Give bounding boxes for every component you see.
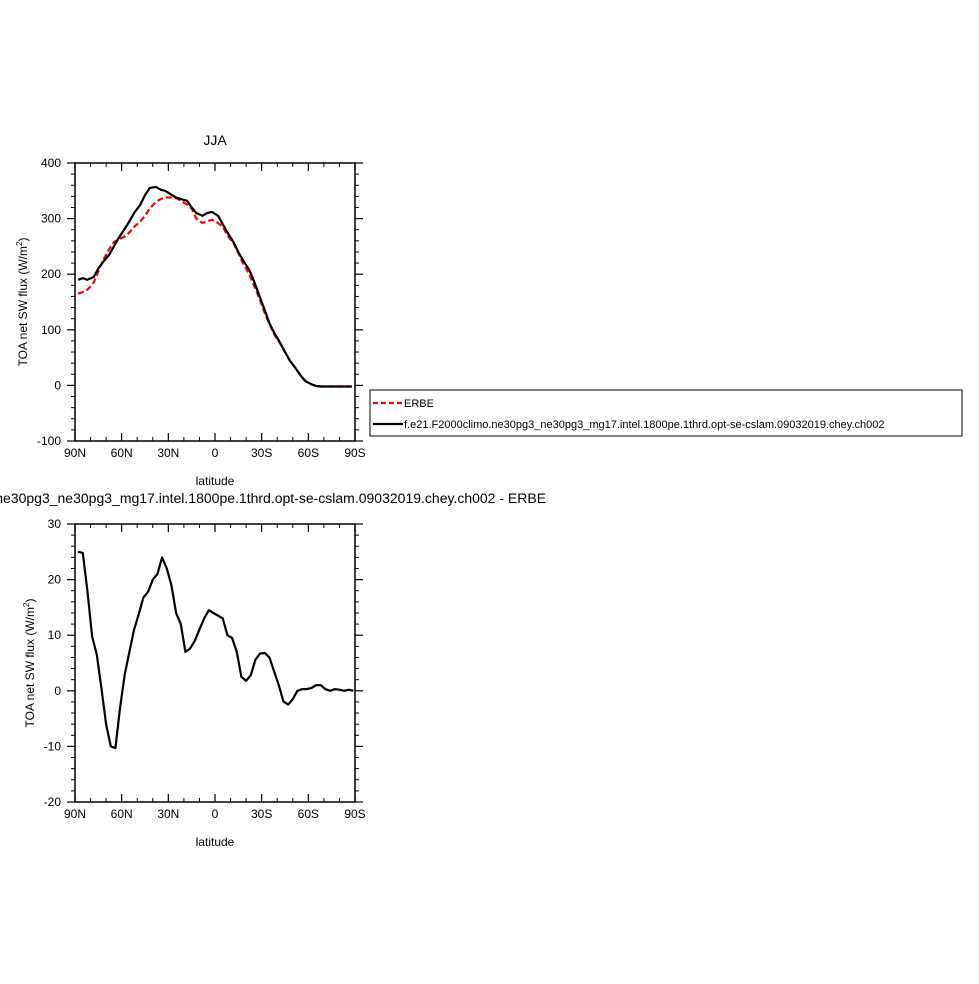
series-line-0 bbox=[77, 550, 354, 750]
x-tick-label: 60S bbox=[298, 807, 319, 821]
x-tick-label: 30N bbox=[157, 446, 179, 460]
y-tick-label: -20 bbox=[44, 795, 62, 809]
x-tick-label: 90S bbox=[344, 807, 365, 821]
panel-2-ticks bbox=[67, 523, 363, 803]
x-tick-label: 90S bbox=[344, 446, 365, 460]
legend: ERBE f.e21.F2000climo.ne30pg3_ne30pg3_mg… bbox=[369, 389, 963, 437]
panel-1-ylabel-sup: 2 bbox=[15, 241, 24, 246]
x-tick-label: 30S bbox=[251, 807, 272, 821]
panel-1-series bbox=[77, 185, 352, 388]
x-tick-label: 30N bbox=[157, 807, 179, 821]
panel-1-ylabel: TOA net SW flux (W/m2) bbox=[15, 238, 30, 367]
panel-2-ylabel-main: TOA net SW flux (W/m bbox=[23, 607, 37, 727]
y-tick-label: 100 bbox=[41, 323, 61, 337]
legend-box bbox=[369, 389, 963, 437]
x-tick-label: 0 bbox=[212, 446, 219, 460]
panel-1: JJA TOA net SW flux (W/m2) latitude 90N 6… bbox=[15, 132, 366, 488]
panel-1-frame bbox=[74, 162, 356, 442]
panel-1-tick-labels: 90N 60N 30N 0 30S 60S 90S -100 0 100 200 300 400 bbox=[37, 156, 366, 460]
panel-2-xlabel: latitude bbox=[196, 835, 235, 849]
panel-1-ticks bbox=[67, 162, 363, 442]
panel-1-ylabel-main: TOA net SW flux (W/m bbox=[16, 246, 30, 366]
panel-2-title: f.e21.F2000climo.ne30pg3_ne30pg3_mg17.in… bbox=[0, 490, 546, 506]
x-tick-label: 90N bbox=[64, 807, 86, 821]
panel-2-tick-labels: 90N 60N 30N 0 30S 60S 90S -20 -10 0 10 20 30 bbox=[44, 517, 366, 821]
svg-text:TOA net SW flux (W/m2): TOA net SW flux (W/m2) bbox=[15, 238, 30, 367]
x-tick-label: 60N bbox=[111, 446, 133, 460]
panel-1-xlabel: latitude bbox=[196, 474, 235, 488]
x-tick-label: 60S bbox=[298, 446, 319, 460]
panel-2-frame bbox=[74, 523, 356, 803]
x-tick-label: 60N bbox=[111, 807, 133, 821]
y-tick-label: 300 bbox=[41, 212, 61, 226]
legend-label-model: f.e21.F2000climo.ne30pg3_ne30pg3_mg17.in… bbox=[404, 419, 884, 431]
y-tick-label: 20 bbox=[48, 573, 62, 587]
y-tick-label: 0 bbox=[54, 378, 61, 392]
x-tick-label: 90N bbox=[64, 446, 86, 460]
y-tick-label: 200 bbox=[41, 267, 61, 281]
y-tick-label: 0 bbox=[54, 684, 61, 698]
svg-text:TOA net SW flux (W/m2): TOA net SW flux (W/m2) bbox=[22, 599, 37, 728]
panel-2-series bbox=[77, 550, 354, 750]
series-line-1 bbox=[77, 185, 352, 388]
x-tick-label: 0 bbox=[212, 807, 219, 821]
y-tick-label: 400 bbox=[41, 156, 61, 170]
panel-1-ylabel-tail: ) bbox=[16, 238, 30, 242]
series-line-0 bbox=[77, 196, 352, 388]
legend-label-erbe: ERBE bbox=[404, 398, 434, 410]
panel-2-ylabel: TOA net SW flux (W/m2) bbox=[22, 599, 37, 728]
y-tick-label: 30 bbox=[48, 517, 62, 531]
y-tick-label: -10 bbox=[44, 739, 62, 753]
panel-2-ylabel-sup: 2 bbox=[22, 602, 31, 607]
y-tick-label: -100 bbox=[37, 434, 61, 448]
y-tick-label: 10 bbox=[48, 628, 62, 642]
panel-1-title: JJA bbox=[203, 132, 227, 148]
x-tick-label: 30S bbox=[251, 446, 272, 460]
panel-2-ylabel-tail: ) bbox=[23, 599, 37, 603]
panel-2: f.e21.F2000climo.ne30pg3_ne30pg3_mg17.in… bbox=[0, 490, 546, 849]
